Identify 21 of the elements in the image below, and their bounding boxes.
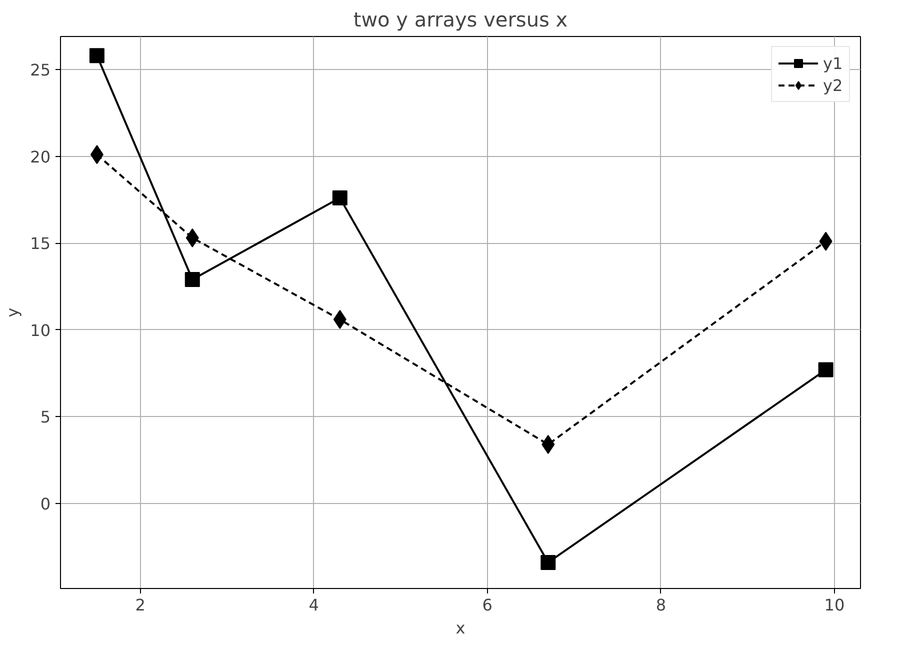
point [540,554,556,570]
y-tick-label: 10 [30,320,50,340]
x-tick-label: 4 [308,596,319,614]
x-tick-label: 10 [824,596,845,614]
y-tick-label: 20 [30,147,50,166]
point [332,190,348,206]
x-tick-label: 6 [482,596,492,614]
legend-label: y1 [823,54,843,72]
legend-label: y2 [823,76,843,94]
y-tick-label: 15 [30,234,50,254]
x-tick-label: 2 [135,596,146,614]
point [89,48,104,64]
y-axis-title: y [3,308,22,318]
point [818,362,834,378]
y-tick-label: 25 [30,60,50,80]
y-tick-label: 5 [40,408,51,427]
x-axis-title: x [456,618,466,638]
chart-title: two y arrays versus x [353,8,568,32]
x-tick-label: 8 [656,596,666,614]
y-tick-label: 0 [40,494,51,514]
point [184,272,200,288]
